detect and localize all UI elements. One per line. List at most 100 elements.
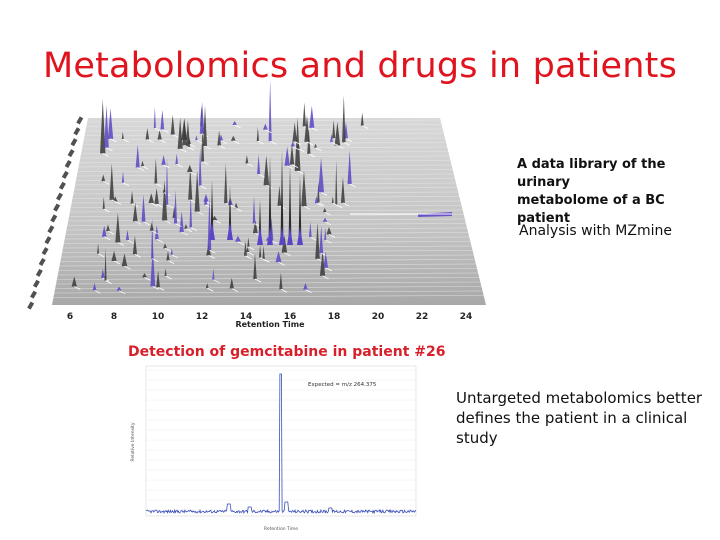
- landscape-peak: [97, 242, 100, 254]
- landscape-peak: [157, 129, 162, 140]
- landscape-peak: [194, 170, 200, 212]
- landscape-peak: [277, 185, 282, 206]
- landscape-peak: [101, 268, 105, 279]
- landscape-peak: [209, 222, 215, 240]
- landscape-peak: [71, 276, 77, 287]
- landscape-peak: [319, 250, 326, 276]
- landscape-peak: [189, 193, 193, 228]
- landscape-peak: [360, 112, 364, 126]
- landscape-peak: [258, 244, 262, 258]
- landscape-peak: [132, 202, 138, 222]
- landscape-peak: [100, 99, 106, 154]
- landscape-peak: [161, 179, 168, 221]
- landscape-x-tick: 18: [328, 312, 341, 322]
- landscape-peak: [154, 188, 159, 205]
- landscape-peak: [323, 251, 329, 268]
- landscape-peak: [205, 283, 209, 289]
- landscape-peak: [112, 196, 118, 202]
- landscape-peak: [309, 105, 315, 128]
- landscape-peaks: [71, 79, 369, 295]
- landscape-peak: [185, 120, 191, 148]
- landscape-peak: [262, 245, 265, 260]
- landscape-peak: [107, 108, 114, 139]
- landscape-peak: [268, 79, 272, 142]
- landscape-peak: [230, 135, 236, 141]
- landscape-peak: [284, 146, 290, 166]
- landscape-peak: [263, 155, 270, 186]
- landscape-peak: [195, 135, 198, 141]
- landscape-peak: [130, 190, 134, 204]
- landscape-x-tick: 14: [240, 312, 253, 322]
- gemcitabine-annotation: Expected = m/z 264.375: [308, 382, 377, 388]
- landscape-peak: [204, 197, 208, 205]
- landscape-x-tick: 20: [372, 312, 385, 322]
- landscape-peak: [145, 128, 150, 140]
- landscape-x-tick: 6: [67, 312, 73, 322]
- landscape-peak: [202, 105, 208, 147]
- landscape-peak: [164, 268, 167, 277]
- landscape-peak: [289, 143, 295, 165]
- landscape-peak: [156, 270, 160, 288]
- landscape-peak: [297, 227, 303, 245]
- caption-untargeted-line-1: Untargeted metabolomics better: [456, 389, 703, 407]
- landscape-peak: [314, 143, 317, 148]
- landscape-peak: [314, 196, 319, 204]
- landscape-peak: [217, 130, 221, 146]
- landscape-peak: [301, 170, 307, 207]
- landscape-peak: [268, 155, 272, 245]
- landscape-peak: [332, 119, 336, 139]
- landscape-peak: [121, 131, 124, 140]
- gemcitabine-ylabel: Relative Intensity: [130, 422, 136, 462]
- landscape-peak: [211, 215, 218, 221]
- landscape-peak: [150, 247, 156, 287]
- landscape-peak: [252, 220, 258, 234]
- landscape-peak: [335, 159, 338, 205]
- landscape-peak: [161, 155, 166, 165]
- landscape-x-tick: 12: [196, 312, 209, 322]
- landscape-peak: [330, 133, 333, 143]
- landscape-peak: [303, 283, 308, 290]
- landscape-peak: [116, 286, 122, 291]
- landscape-peak: [198, 147, 202, 186]
- landscape-peak: [315, 222, 320, 259]
- landscape-peak: [170, 114, 175, 135]
- landscape-x-tick: 10: [152, 312, 165, 322]
- landscape-peak: [210, 180, 214, 240]
- landscape-peak: [101, 225, 107, 237]
- landscape-peak: [308, 221, 312, 238]
- landscape-peak: [111, 250, 117, 261]
- landscape-peak: [347, 149, 352, 184]
- landscape-peak: [296, 144, 300, 149]
- landscape-axis-ticks: 6 8 10 12 14 16 18 20 22 24: [67, 312, 472, 322]
- landscape-peak: [101, 174, 106, 182]
- landscape-peak: [141, 194, 146, 222]
- landscape-peak: [229, 277, 234, 289]
- landscape-peak: [104, 247, 107, 281]
- gemcitabine-chart-title: Detection of gemcitabine in patient #26: [128, 344, 446, 360]
- landscape-peak: [148, 193, 155, 204]
- landscape-peak: [245, 247, 250, 253]
- landscape-peak: [252, 195, 256, 224]
- landscape-peak: [318, 157, 325, 193]
- landscape-peak: [109, 163, 115, 200]
- landscape-x-tick: 22: [416, 312, 429, 322]
- landscape-peak: [201, 127, 205, 162]
- caption-untargeted-line-3: study: [456, 429, 498, 447]
- landscape-peak: [262, 123, 268, 130]
- landscape-peak: [292, 122, 297, 142]
- landscape-peak: [245, 155, 249, 164]
- landscape-peak: [154, 225, 159, 240]
- landscape-peak: [257, 227, 263, 245]
- landscape-peak: [253, 253, 257, 280]
- landscape-peak: [326, 227, 332, 235]
- landscape-peak: [153, 106, 156, 129]
- landscape-peak: [184, 223, 188, 229]
- landscape-peak: [218, 134, 224, 141]
- landscape-peak: [228, 185, 232, 240]
- landscape-peak: [288, 165, 292, 245]
- landscape-peak: [331, 196, 334, 204]
- landscape-peak: [279, 272, 283, 290]
- landscape-peak: [275, 251, 282, 263]
- landscape-peak: [234, 235, 241, 242]
